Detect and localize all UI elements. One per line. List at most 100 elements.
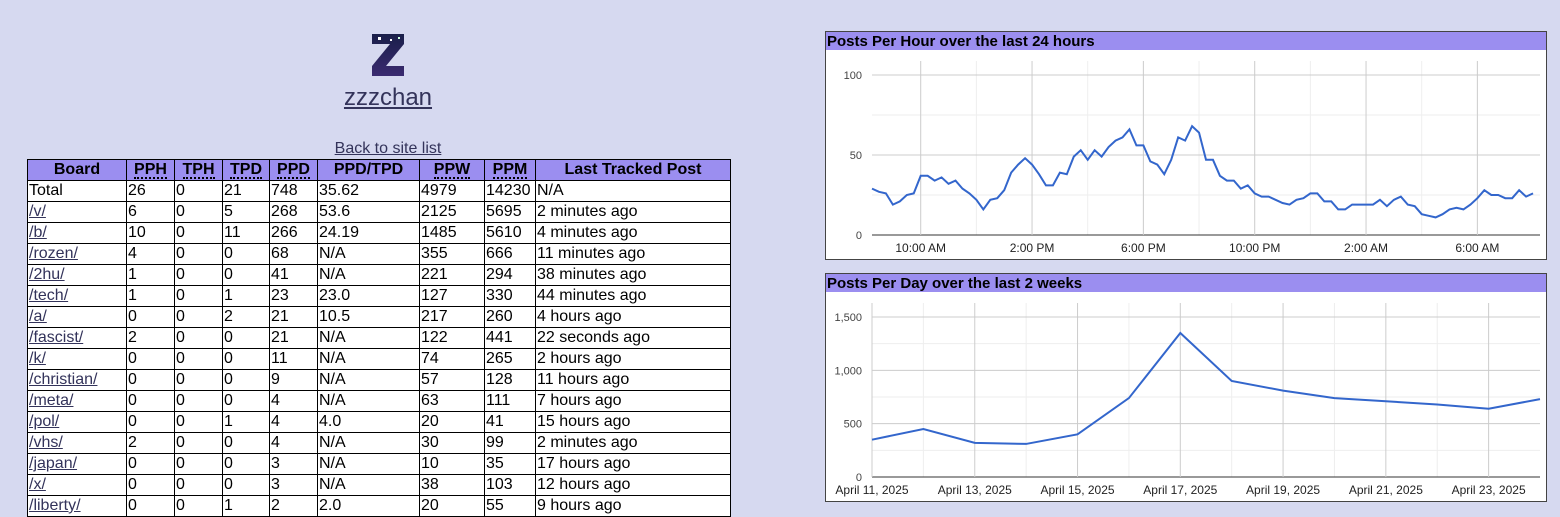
- table-cell: 0: [222, 474, 270, 496]
- table-cell: N/A: [535, 180, 731, 202]
- column-header: Board: [27, 159, 127, 181]
- table-cell: 9: [269, 369, 318, 391]
- table-row: /meta/0 0 0 4 N/A 63 111 7 hours ago: [27, 390, 731, 412]
- x-tick-label: 6:00 AM: [1455, 241, 1499, 255]
- table-cell: 7 hours ago: [535, 390, 731, 412]
- y-tick-label: 0: [856, 472, 862, 484]
- table-cell: 0: [222, 264, 270, 286]
- table-cell: /meta/: [27, 390, 127, 412]
- title-bar: [826, 274, 1546, 292]
- table-cell: 2: [222, 306, 270, 328]
- table-cell: N/A: [317, 432, 420, 454]
- chart-title: Posts Per Day over the last 2 weeks: [827, 275, 1082, 292]
- y-tick-label: 1,000: [834, 365, 862, 377]
- table-cell: /2hu/: [27, 264, 127, 286]
- table-cell: N/A: [317, 453, 420, 475]
- board-link[interactable]: /liberty/: [29, 497, 81, 514]
- table-cell: 0: [174, 264, 223, 286]
- table-cell: 0: [174, 432, 223, 454]
- board-link[interactable]: /rozen/: [29, 245, 78, 262]
- board-link[interactable]: /v/: [29, 203, 46, 220]
- board-link[interactable]: /fascist/: [29, 329, 84, 346]
- table-cell: 4: [269, 432, 318, 454]
- board-link[interactable]: /meta/: [29, 392, 74, 409]
- table-row: /liberty/0 0 1 2 2.0 20 55 9 hours ago: [27, 495, 731, 517]
- board-link[interactable]: /2hu/: [29, 266, 65, 283]
- table-cell: 330: [484, 285, 536, 307]
- table-row: /christian/0 0 0 9 N/A 57 128 11 hours ago: [27, 369, 731, 391]
- column-header-text: PPM: [492, 161, 528, 179]
- table-cell: 99: [484, 432, 536, 454]
- table-cell: N/A: [317, 390, 420, 412]
- table-cell: /christian/: [27, 369, 127, 391]
- board-link[interactable]: /b/: [29, 224, 47, 241]
- table-cell: 0: [174, 390, 223, 412]
- table-cell: 38: [419, 474, 485, 496]
- table-cell: 0: [222, 432, 270, 454]
- board-link[interactable]: /k/: [29, 350, 46, 367]
- table-cell: /x/: [27, 474, 127, 496]
- table-cell: 0: [126, 348, 175, 370]
- table-cell: 17 hours ago: [535, 453, 731, 475]
- table-cell: 35: [484, 453, 536, 475]
- board-link[interactable]: /a/: [29, 308, 47, 325]
- column-header-text: PPW: [433, 161, 471, 179]
- table-cell: 30: [419, 432, 485, 454]
- table-cell: 35.62: [317, 180, 420, 202]
- table-cell: 4: [269, 411, 318, 433]
- x-tick-label: April 21, 2025: [1349, 483, 1423, 497]
- board-table: Board PPH TPH TPD PPD PPD/TPD PPW PPM Last Track…: [27, 159, 731, 517]
- column-header-text: TPH: [182, 161, 215, 179]
- table-cell: 23.0: [317, 285, 420, 307]
- table-body: Total 26 0 21 748 35.62 4979 14230 N/A/v/6 0 5 268 5…: [27, 180, 731, 517]
- table-cell: 0: [126, 306, 175, 328]
- y-tick-label: 500: [844, 419, 862, 431]
- table-cell: 0: [174, 285, 223, 307]
- table-cell: Total: [27, 180, 127, 202]
- table-cell: 2: [126, 327, 175, 349]
- table-cell: 0: [174, 201, 223, 223]
- table-cell: 4 hours ago: [535, 306, 731, 328]
- table-cell: 0: [222, 327, 270, 349]
- x-tick-label: 10:00 AM: [895, 241, 946, 255]
- table-cell: 127: [419, 285, 485, 307]
- y-tick-label: 100: [844, 70, 862, 82]
- table-cell: 0: [174, 348, 223, 370]
- table-cell: 53.6: [317, 201, 420, 223]
- table-cell: 0: [174, 474, 223, 496]
- table-row: /2hu/1 0 0 41 N/A 221 294 38 minutes ago: [27, 264, 731, 286]
- board-link[interactable]: /tech/: [29, 287, 69, 304]
- table-row: /a/0 0 2 21 10.5 217 260 4 hours ago: [27, 306, 731, 328]
- board-link[interactable]: /vhs/: [29, 434, 63, 451]
- table-cell: 11 minutes ago: [535, 243, 731, 265]
- table-cell: 128: [484, 369, 536, 391]
- board-link[interactable]: /christian/: [29, 371, 98, 388]
- table-cell: 4 minutes ago: [535, 222, 731, 244]
- x-tick-label: April 17, 2025: [1143, 483, 1217, 497]
- table-row: /vhs/2 0 0 4 N/A 30 99 2 minutes ago: [27, 432, 731, 454]
- y-tick-label: 0: [856, 230, 862, 242]
- table-cell: 38 minutes ago: [535, 264, 731, 286]
- column-header: PPD/TPD: [317, 159, 420, 181]
- board-link[interactable]: /pol/: [29, 413, 60, 430]
- table-cell: /pol/: [27, 411, 127, 433]
- table-cell: 63: [419, 390, 485, 412]
- y-tick-label: 50: [850, 150, 862, 162]
- site-link[interactable]: zzzchan: [343, 84, 433, 111]
- table-cell: 122: [419, 327, 485, 349]
- table-cell: /a/: [27, 306, 127, 328]
- board-link[interactable]: /japan/: [29, 455, 78, 472]
- table-cell: 11: [222, 222, 270, 244]
- table-cell: 3: [269, 474, 318, 496]
- back-link[interactable]: Back to site list: [334, 140, 442, 157]
- table-cell: 266: [269, 222, 318, 244]
- header-row: Board PPH TPH TPD PPD PPD/TPD PPW PPM Last Track…: [27, 159, 731, 181]
- board-link[interactable]: /x/: [29, 476, 46, 493]
- table-cell: 0: [126, 411, 175, 433]
- site-name: zzzchan: [288, 84, 488, 112]
- table-cell: 0: [174, 222, 223, 244]
- table-cell: 2 hours ago: [535, 348, 731, 370]
- x-tick-label: April 19, 2025: [1246, 483, 1320, 497]
- table-cell: 1485: [419, 222, 485, 244]
